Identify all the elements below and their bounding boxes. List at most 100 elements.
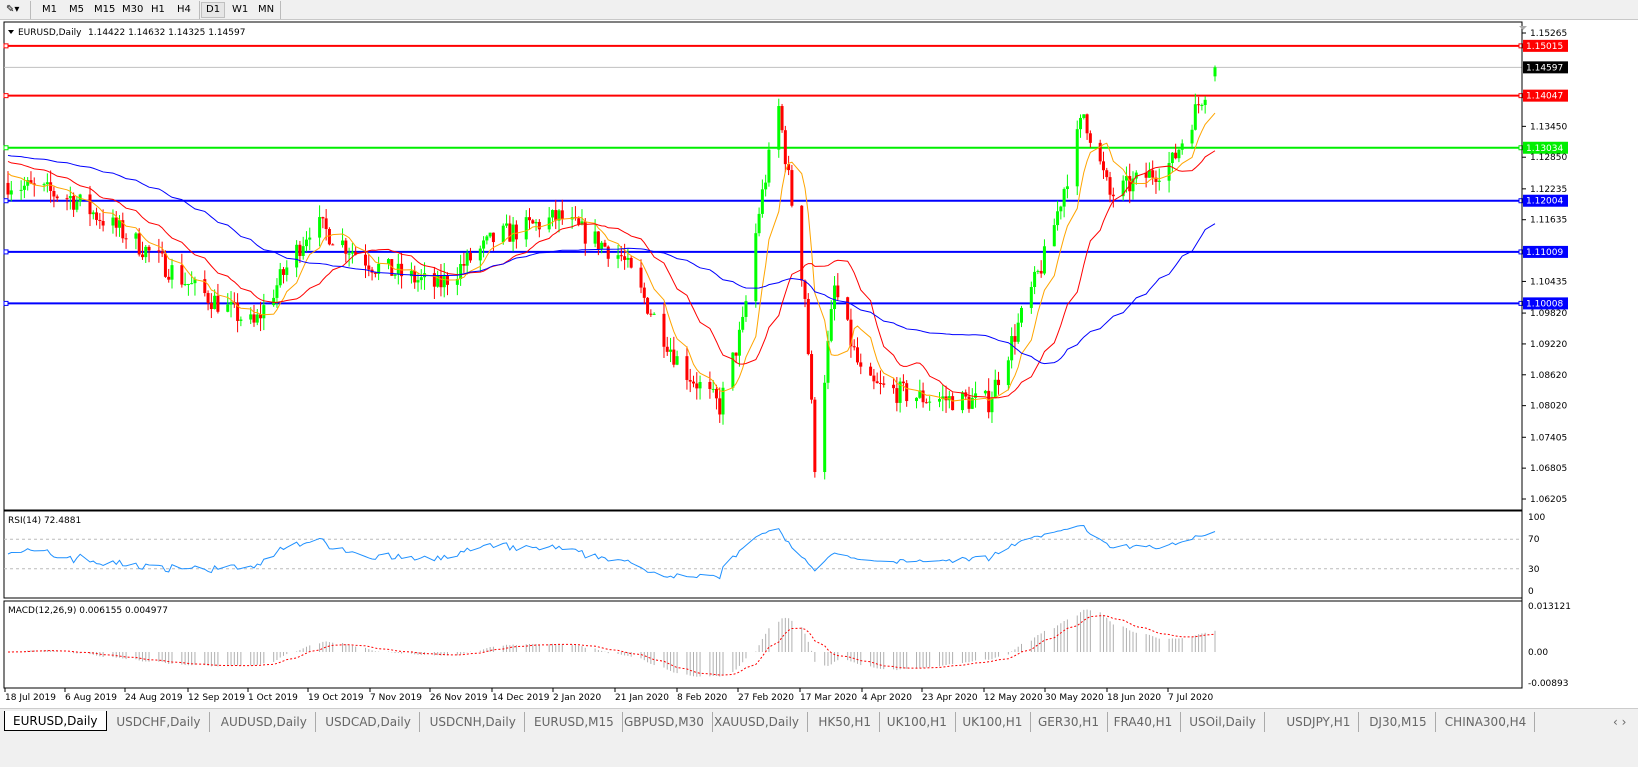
symbol-tab[interactable]: UK100,H1 (954, 712, 1032, 732)
candle-body (1101, 161, 1105, 171)
timeframe-m1[interactable]: M1 (42, 4, 57, 15)
symbol-tab[interactable]: EURUSD,Daily (4, 711, 107, 731)
candle-body (272, 297, 276, 306)
candle-body (1062, 189, 1066, 207)
candle-body (304, 239, 308, 247)
symbol-tab[interactable]: CHINA300,H4 (1437, 712, 1536, 732)
candle-body (42, 184, 46, 186)
candle-body (928, 401, 932, 403)
candle-body (1190, 129, 1194, 144)
candle-body (577, 218, 581, 225)
chart-shift-icon[interactable] (1519, 26, 1527, 30)
time-tick-label: 12 Sep 2019 (188, 693, 245, 703)
tabs-scroll-arrows-icon[interactable]: ‹ › (1613, 715, 1627, 729)
timeframe-m30[interactable]: M30 (122, 4, 144, 15)
timeframe-h1[interactable]: H1 (151, 4, 165, 15)
candle-body (780, 106, 784, 131)
timeframe-toolbar: ✎▾ M1 M5 M15 M30 H1 H4 D1 W1 MN (0, 0, 1638, 20)
timeframe-h4[interactable]: H4 (177, 4, 191, 15)
symbol-tab[interactable]: USDCHF,Daily (108, 712, 210, 732)
candle-body (1170, 152, 1174, 164)
symbol-tab[interactable]: EURUSD,M15 (526, 712, 623, 732)
timeframe-d1[interactable]: D1 (201, 2, 226, 18)
symbol-tab[interactable]: GBPUSD,M30 (616, 712, 713, 732)
symbol-tab[interactable]: HK50,H1 (810, 712, 881, 732)
symbol-tab[interactable]: USOil,Daily (1181, 712, 1265, 732)
timeframe-w1[interactable]: W1 (232, 4, 249, 15)
time-tick-label: 18 Jul 2019 (5, 693, 56, 703)
candle-body (1157, 180, 1161, 182)
candle-body (1203, 99, 1207, 106)
time-tick-label: 1 Oct 2019 (248, 693, 298, 703)
indicator-dropdown-icon[interactable] (8, 30, 14, 34)
price-line-label-bg (1523, 245, 1568, 258)
timeframe-mn[interactable]: MN (258, 4, 275, 15)
candle-body (331, 244, 335, 246)
candle-body (718, 398, 722, 415)
candle-body (465, 252, 469, 266)
candle-body (75, 201, 79, 210)
symbol-tab[interactable]: GER30,H1 (1030, 712, 1108, 732)
candle-body (600, 242, 604, 250)
chart-ohlc-values: 1.14422 1.14632 1.14325 1.14597 (88, 28, 245, 38)
candle-body (734, 352, 738, 356)
candle-body (997, 379, 1001, 386)
candle-body (829, 309, 833, 341)
candle-body (439, 275, 443, 288)
candle-body (646, 297, 650, 314)
toolbar-separator (280, 1, 281, 19)
candle-body (1059, 206, 1063, 212)
symbol-tab[interactable]: UK100,H1 (879, 712, 956, 732)
candle-body (757, 213, 761, 234)
candle-body (691, 381, 695, 384)
candle-body (1180, 143, 1184, 150)
candle-body (846, 297, 850, 320)
candle-body (262, 305, 266, 319)
candle-body (144, 246, 148, 258)
candle-body (1105, 170, 1109, 178)
candle-body (121, 220, 125, 239)
candle-body (236, 302, 240, 321)
candle-body (593, 231, 597, 244)
candle-body (55, 196, 59, 199)
timeframe-m15[interactable]: M15 (94, 4, 116, 15)
symbol-tab[interactable]: XAUUSD,Daily (706, 712, 809, 732)
candle-body (203, 279, 207, 294)
price-line-label-bg (1523, 297, 1568, 310)
symbol-tab[interactable]: FRA40,H1 (1106, 712, 1182, 732)
candle-body (252, 314, 256, 323)
drawing-tools-icon[interactable]: ✎▾ (6, 4, 20, 15)
symbol-tab[interactable]: USDCAD,Daily (317, 712, 420, 732)
candle-body (282, 269, 286, 275)
candle-body (1144, 172, 1148, 178)
candle-body (482, 240, 486, 249)
symbol-tab[interactable]: USDCNH,Daily (422, 712, 525, 732)
candle-body (1213, 67, 1217, 77)
candle-body (468, 252, 472, 261)
candle-body (118, 220, 122, 228)
symbol-tab[interactable]: DJ30,M15 (1361, 712, 1436, 732)
candle-body (1131, 178, 1135, 192)
candle-body (550, 210, 554, 218)
symbol-tab[interactable]: USDJPY,H1 (1278, 712, 1360, 732)
chart-area[interactable]: 1.15015 1.14047 1.13034 1.12004 1.11009 1.100… (0, 20, 1638, 708)
candle-body (616, 255, 620, 259)
candle-body (354, 251, 358, 255)
candle-body (626, 257, 630, 260)
symbol-tab[interactable]: AUDUSD,Daily (213, 712, 316, 732)
candle-body (19, 189, 23, 191)
candle-body (1013, 336, 1017, 342)
candle-body (101, 221, 105, 226)
candle-body (147, 246, 151, 251)
timeframe-m5[interactable]: M5 (69, 4, 84, 15)
candle-body (186, 283, 190, 285)
candle-body (744, 301, 748, 317)
price-line-label: 1.11009 (1526, 248, 1563, 258)
candle-body (409, 270, 413, 277)
candle-body (1006, 360, 1010, 386)
candle-body (941, 396, 945, 400)
candle-body (833, 285, 837, 310)
price-line-label-bg (1523, 194, 1568, 207)
toolbar-separator (199, 1, 200, 19)
time-tick-label: 7 Nov 2019 (370, 693, 422, 703)
